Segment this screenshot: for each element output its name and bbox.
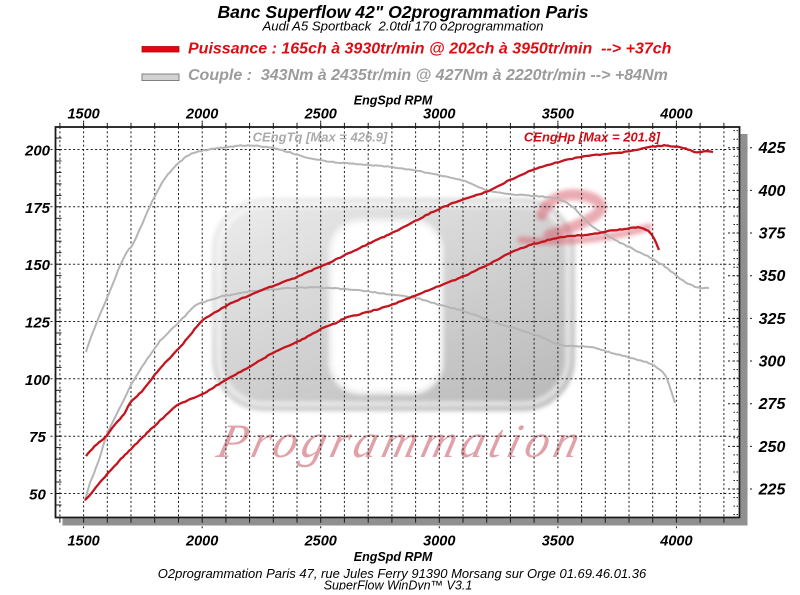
svg-text:3000: 3000 (423, 534, 455, 550)
svg-text:2500: 2500 (304, 106, 337, 122)
svg-text:50: 50 (29, 486, 46, 503)
svg-text:2000: 2000 (185, 106, 218, 122)
svg-text:1500: 1500 (67, 534, 99, 550)
svg-text:275: 275 (758, 396, 787, 413)
svg-text:CEngTq [Max = 426.9]: CEngTq [Max = 426.9] (253, 130, 388, 145)
svg-text:Couple : 343Nm à 2435tr/min @: Couple : 343Nm à 2435tr/min @ 427Nm à 22… (188, 67, 668, 84)
svg-text:425: 425 (758, 140, 787, 157)
svg-text:150: 150 (25, 257, 51, 274)
svg-text:3000: 3000 (423, 106, 455, 122)
svg-text:3500: 3500 (542, 534, 574, 550)
svg-text:400: 400 (758, 183, 786, 200)
svg-text:375: 375 (759, 226, 787, 243)
svg-text:325: 325 (759, 311, 787, 328)
svg-text:175: 175 (25, 200, 51, 217)
svg-text:1500: 1500 (67, 106, 99, 122)
svg-text:2500: 2500 (304, 534, 337, 550)
svg-text:125: 125 (25, 314, 51, 331)
svg-text:3500: 3500 (542, 106, 574, 122)
svg-text:75: 75 (29, 429, 46, 446)
svg-text:EngSpd RPM: EngSpd RPM (354, 550, 433, 564)
svg-text:200: 200 (24, 143, 51, 160)
svg-text:350: 350 (759, 268, 786, 285)
svg-text:SuperFlow WinDyn™ V3.1: SuperFlow WinDyn™ V3.1 (324, 579, 473, 591)
svg-text:EngSpd RPM: EngSpd RPM (354, 94, 433, 108)
svg-text:250: 250 (758, 439, 786, 456)
svg-text:4000: 4000 (659, 534, 692, 550)
svg-text:Banc Superflow 42" O2programma: Banc Superflow 42" O2programmation Paris (217, 2, 588, 22)
svg-text:300: 300 (759, 354, 786, 371)
svg-text:4000: 4000 (659, 106, 692, 122)
svg-text:Puissance : 165ch à 3930tr/min: Puissance : 165ch à 3930tr/min @ 202ch à… (188, 41, 672, 58)
svg-text:O2programmation Paris 47, rue: O2programmation Paris 47, rue Jules Ferr… (158, 566, 647, 581)
svg-text:2000: 2000 (185, 534, 218, 550)
svg-text:Audi A5 Sportback 2.0tdi 170: Audi A5 Sportback 2.0tdi 170 o2programma… (261, 18, 543, 33)
svg-text:CEngHp [Max = 201.8]: CEngHp [Max = 201.8] (524, 130, 661, 145)
svg-text:225: 225 (758, 482, 787, 499)
svg-text:100: 100 (25, 372, 51, 389)
